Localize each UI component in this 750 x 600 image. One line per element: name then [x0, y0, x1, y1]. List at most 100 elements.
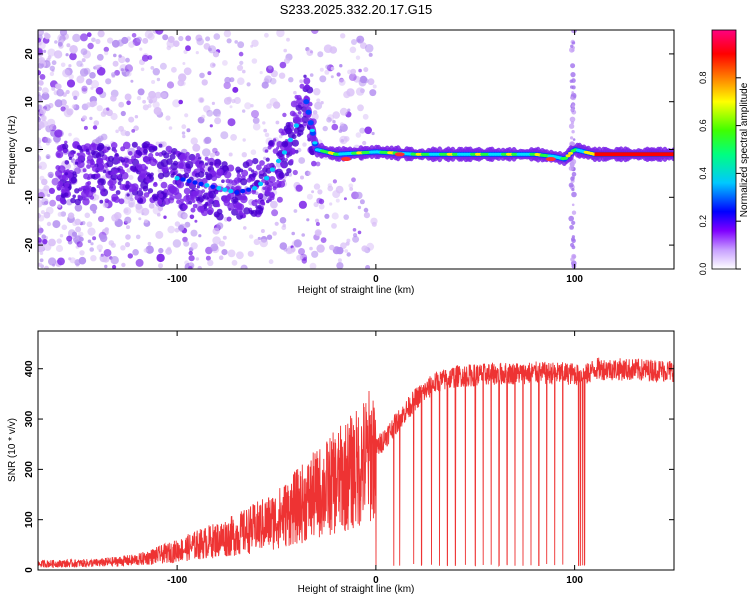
- ridge-knot: [222, 187, 228, 192]
- noise-blob: [209, 62, 216, 68]
- signal-blob: [148, 152, 154, 159]
- signal-blob: [256, 164, 262, 171]
- signal-blob: [72, 194, 76, 199]
- spike-blob: [571, 30, 575, 33]
- signal-blob: [60, 192, 67, 198]
- signal-blob: [251, 172, 257, 178]
- signal-blob: [78, 152, 86, 160]
- signal-blob: [165, 145, 172, 152]
- noise-blob: [288, 172, 293, 177]
- noise-blob: [81, 85, 88, 92]
- noise-blob: [296, 254, 303, 261]
- signal-blob: [246, 177, 252, 183]
- ridge-knot: [240, 188, 246, 194]
- signal-blob: [154, 160, 158, 164]
- ridge-band: [303, 99, 310, 105]
- signal-blob: [58, 184, 63, 188]
- signal-blob: [86, 176, 91, 181]
- ridge-knot: [275, 158, 282, 164]
- signal-blob: [96, 184, 100, 189]
- noise-blob: [39, 74, 46, 80]
- signal-blob: [234, 203, 241, 210]
- signal-blob: [97, 165, 105, 172]
- signal-blob: [90, 186, 96, 193]
- noise-blob: [192, 143, 201, 152]
- noise-blob: [211, 101, 215, 105]
- signal-blob: [297, 129, 304, 136]
- signal-blob: [197, 164, 203, 170]
- noise-blob: [39, 108, 46, 115]
- signal-blob: [161, 150, 167, 156]
- signal-blob: [155, 152, 160, 157]
- noise-blob: [95, 38, 101, 45]
- noise-blob: [313, 183, 321, 190]
- noise-blob: [348, 73, 357, 81]
- noise-blob: [283, 48, 288, 53]
- noise-blob: [98, 215, 105, 223]
- signal-blob: [292, 112, 297, 117]
- noise-blob: [212, 236, 221, 245]
- signal-blob: [55, 165, 61, 171]
- noise-blob: [279, 217, 287, 224]
- ridge-knot: [204, 183, 210, 188]
- signal-blob: [209, 161, 214, 166]
- signal-blob: [107, 180, 114, 187]
- noise-blob: [48, 187, 56, 194]
- noise-blob: [89, 247, 94, 252]
- noise-blob: [110, 112, 118, 121]
- spike-blob: [570, 85, 574, 89]
- noise-blob: [241, 266, 246, 269]
- noise-blob: [90, 80, 100, 89]
- noise-blob: [286, 37, 290, 42]
- noise-blob: [195, 257, 200, 261]
- signal-blob: [152, 196, 158, 202]
- signal-blob: [131, 141, 138, 148]
- signal-blob: [215, 164, 220, 169]
- noise-blob: [183, 49, 188, 55]
- noise-blob: [232, 86, 239, 93]
- noise-blob: [301, 233, 306, 237]
- noise-blob: [188, 266, 193, 269]
- noise-blob: [120, 245, 126, 251]
- signal-blob: [152, 182, 158, 188]
- noise-blob: [152, 68, 160, 76]
- spike-blob: [571, 260, 577, 267]
- signal-blob: [136, 146, 141, 151]
- noise-blob: [367, 78, 375, 86]
- noise-blob: [278, 72, 286, 79]
- ridge-core: [312, 141, 318, 145]
- signal-blob: [62, 148, 68, 154]
- noise-blob: [371, 221, 377, 227]
- noise-blob: [153, 107, 162, 115]
- signal-blob: [205, 173, 213, 181]
- spike-blob: [569, 225, 574, 230]
- spike-blob: [568, 123, 575, 129]
- signal-blob: [206, 206, 214, 215]
- ridge-knot: [293, 123, 299, 128]
- noise-blob: [43, 211, 51, 219]
- noise-blob: [262, 121, 266, 125]
- noise-blob: [132, 249, 139, 256]
- snr-y-tick-label: 0: [24, 567, 35, 573]
- signal-blob: [303, 77, 311, 85]
- ridge-knot: [192, 180, 198, 185]
- noise-blob: [329, 46, 338, 54]
- noise-blob: [38, 47, 43, 56]
- signal-blob: [70, 176, 77, 184]
- signal-blob: [264, 149, 269, 153]
- noise-blob: [126, 168, 131, 173]
- noise-blob: [129, 201, 136, 208]
- noise-blob: [355, 55, 361, 60]
- noise-blob: [185, 35, 192, 42]
- noise-blob: [242, 69, 246, 74]
- colorbar-tick-label: 0.0: [698, 263, 708, 276]
- snr-line: [38, 357, 674, 569]
- noise-blob: [343, 197, 347, 201]
- noise-blob: [59, 30, 68, 36]
- noise-blob: [283, 247, 288, 252]
- noise-blob: [81, 87, 88, 94]
- noise-blob: [43, 49, 47, 54]
- signal-blob: [240, 178, 248, 186]
- noise-blob: [207, 71, 212, 76]
